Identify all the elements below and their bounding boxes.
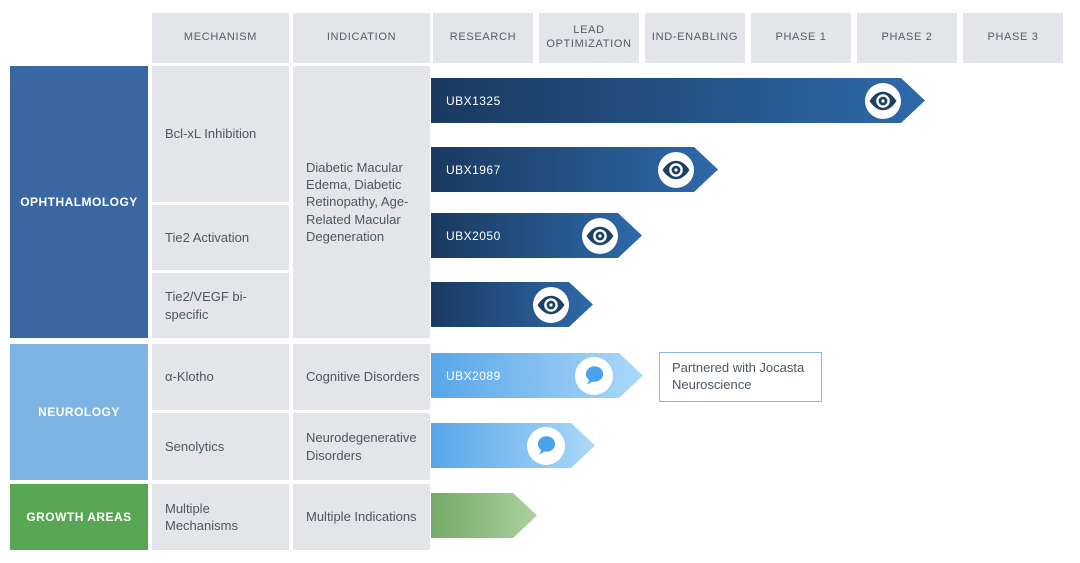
indication-text: Diabetic Macular Edema, Diabetic Retinop… — [306, 160, 409, 244]
indication-cell-cognitive: Cognitive Disorders — [293, 344, 430, 410]
indication-cell-multiple: Multiple Indications — [293, 484, 430, 550]
column-header-phase-3: PHASE 3 — [963, 13, 1063, 63]
program-bar-ubx1325[interactable]: UBX1325 — [431, 78, 925, 123]
program-label: UBX2050 — [446, 228, 501, 243]
program-bar-ubx1967[interactable]: UBX1967 — [431, 147, 718, 192]
indication-text: Cognitive Disorders — [306, 369, 420, 385]
mechanism-text: Multiple Mechanisms — [165, 500, 238, 533]
mechanism-cell-tie2-vegf: Tie2/VEGF bi-specific — [152, 273, 289, 338]
program-label: UBX2089 — [446, 368, 501, 383]
mechanism-text: α-Klotho — [165, 369, 214, 385]
mechanism-cell-multiple: Multiple Mechanisms — [152, 484, 289, 550]
program-label: UBX1967 — [446, 162, 501, 177]
program-bar-growth[interactable] — [431, 493, 537, 538]
indication-text: Multiple Indications — [306, 509, 417, 525]
program-bar-senolytics[interactable] — [431, 423, 595, 468]
mechanism-text: Tie2 Activation — [165, 229, 250, 245]
partner-annotation-text: Partnered with Jocasta Neuroscience — [672, 360, 805, 392]
indication-cell-neurodegenerative: Neurodegenerative Disorders — [293, 413, 430, 480]
area-label-ophthalmology: OPHTHALMOLOGY — [10, 66, 148, 338]
program-bar-ubx2089[interactable]: UBX2089 — [431, 353, 643, 398]
eye-icon[interactable] — [533, 287, 569, 323]
area-label-growth-areas: GROWTH AREAS — [10, 484, 148, 550]
column-header-lead-optimization: LEAD OPTIMIZATION — [539, 13, 639, 63]
column-header-phase-2: PHASE 2 — [857, 13, 957, 63]
mechanism-cell-klotho: α-Klotho — [152, 344, 289, 410]
column-header-phase-1: PHASE 1 — [751, 13, 851, 63]
speech-bubble-icon[interactable] — [527, 427, 565, 465]
mechanism-text: Tie2/VEGF bi-specific — [165, 289, 247, 322]
partner-annotation: Partnered with Jocasta Neuroscience — [659, 352, 822, 402]
program-label: UBX1325 — [446, 93, 501, 108]
column-header-mechanism: MECHANISM — [152, 13, 289, 63]
area-label-neurology: NEUROLOGY — [10, 344, 148, 480]
program-bar-ubx2050[interactable]: UBX2050 — [431, 213, 642, 258]
mechanism-cell-senolytics: Senolytics — [152, 413, 289, 480]
indication-cell-ophthalmology: Diabetic Macular Edema, Diabetic Retinop… — [293, 66, 430, 338]
eye-icon[interactable] — [865, 83, 901, 119]
mechanism-cell-tie2: Tie2 Activation — [152, 205, 289, 270]
mechanism-text: Bcl-xL Inhibition — [165, 126, 257, 142]
speech-bubble-icon[interactable] — [575, 357, 613, 395]
column-header-research: RESEARCH — [433, 13, 533, 63]
mechanism-text: Senolytics — [165, 438, 225, 454]
eye-icon[interactable] — [582, 218, 618, 254]
eye-icon[interactable] — [658, 152, 694, 188]
indication-text: Neurodegenerative Disorders — [306, 430, 417, 463]
column-header-indication: INDICATION — [293, 13, 430, 63]
mechanism-cell-bcl-xl: Bcl-xL Inhibition — [152, 66, 289, 202]
program-bar-tie2-vegf[interactable] — [431, 282, 593, 327]
column-header-ind-enabling: IND-ENABLING — [645, 13, 745, 63]
